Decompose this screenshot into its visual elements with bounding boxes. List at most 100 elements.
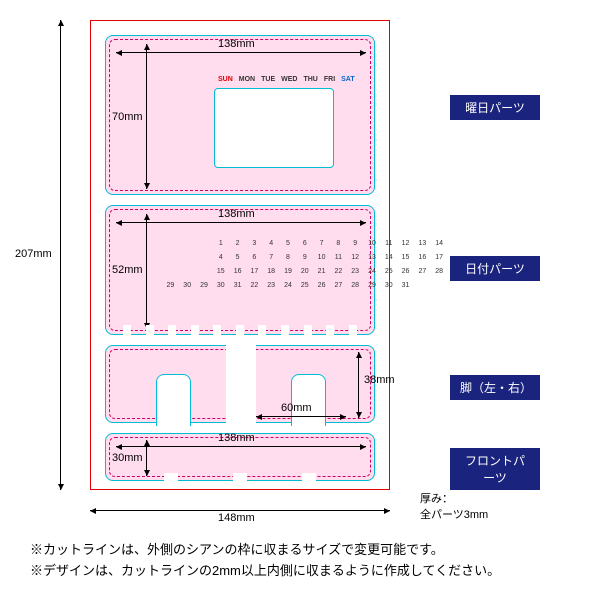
cal-cell: 19	[281, 266, 296, 278]
cal-cell: 4	[264, 238, 279, 250]
cal-cell: 29	[197, 280, 212, 292]
cal-cell: 12	[348, 252, 363, 264]
dim-line-weekday-w	[116, 52, 366, 53]
cal-cell: 6	[247, 252, 262, 264]
dim-line-date-h	[146, 214, 147, 329]
dim-height: 207mm	[15, 248, 52, 260]
cal-cell	[432, 280, 447, 292]
footnotes: ※カットラインは、外側のシアンの枠に収まるサイズで変更可能です。 ※デザインは、…	[30, 540, 500, 582]
day-label: THU	[303, 76, 317, 83]
day-label: SUN	[218, 76, 233, 83]
cal-cell: 13	[365, 252, 380, 264]
dim-legs-h: 38mm	[364, 374, 395, 386]
cal-cell: 20	[297, 266, 312, 278]
cal-cell: 11	[381, 238, 396, 250]
leg-divider	[226, 345, 256, 425]
cal-cell: 3	[247, 238, 262, 250]
cal-cell: 28	[348, 280, 363, 292]
cal-cell: 29	[365, 280, 380, 292]
cal-cell: 9	[348, 238, 363, 250]
cal-cell: 27	[331, 280, 346, 292]
cal-cell: 12	[398, 238, 413, 250]
cal-cell: 22	[247, 280, 262, 292]
dim-line-date-w	[116, 222, 366, 223]
label-front: フロントパーツ	[450, 448, 540, 490]
day-label: FRI	[324, 76, 335, 83]
cal-cell: 14	[432, 238, 447, 250]
cal-cell: 26	[314, 280, 329, 292]
calendar-grid: 1234567891011121314456789101112131415161…	[161, 236, 449, 294]
cal-cell: 10	[365, 238, 380, 250]
cal-cell: 30	[381, 280, 396, 292]
cal-cell: 2	[230, 238, 245, 250]
cal-cell: 29	[163, 280, 178, 292]
cal-cell: 15	[398, 252, 413, 264]
cal-cell: 1	[213, 238, 228, 250]
thickness-value: 全パーツ3mm	[420, 506, 488, 522]
cal-cell: 7	[314, 238, 329, 250]
cal-cell: 5	[230, 252, 245, 264]
dim-line-width	[90, 510, 390, 511]
dim-weekday-h: 70mm	[112, 111, 143, 123]
leg-notch-right	[291, 374, 326, 426]
thickness-note: 厚み： 全パーツ3mm	[420, 490, 488, 522]
dim-line-front-w	[116, 446, 366, 447]
cal-cell: 25	[381, 266, 396, 278]
dim-line-height	[60, 20, 61, 490]
day-label: MON	[239, 76, 255, 83]
front-notch-row	[136, 473, 344, 481]
cal-cell: 30	[213, 280, 228, 292]
weekday-window	[214, 88, 334, 168]
cal-cell: 31	[398, 280, 413, 292]
day-label: WED	[281, 76, 297, 83]
cal-cell	[415, 280, 430, 292]
dim-line-legs-w	[256, 416, 346, 417]
cal-cell	[180, 238, 195, 250]
cal-cell: 27	[415, 266, 430, 278]
cal-cell: 26	[398, 266, 413, 278]
label-weekday: 曜日パーツ	[450, 95, 540, 120]
cal-cell	[180, 252, 195, 264]
cal-cell	[197, 238, 212, 250]
label-date: 日付パーツ	[450, 256, 540, 281]
cal-cell: 11	[331, 252, 346, 264]
note-1: ※カットラインは、外側のシアンの枠に収まるサイズで変更可能です。	[30, 540, 500, 561]
cal-cell: 17	[247, 266, 262, 278]
dim-weekday-w: 138mm	[218, 38, 255, 50]
cal-cell: 25	[297, 280, 312, 292]
cal-cell: 31	[230, 280, 245, 292]
leg-notch-left	[156, 374, 191, 426]
dim-date-h: 52mm	[112, 264, 143, 276]
cal-cell	[180, 266, 195, 278]
part-front: 138mm 30mm	[105, 433, 375, 481]
dim-line-front-h	[146, 440, 147, 476]
cal-cell: 24	[281, 280, 296, 292]
cal-cell: 4	[213, 252, 228, 264]
cal-cell: 21	[314, 266, 329, 278]
part-legs: 38mm 60mm	[105, 345, 375, 423]
cal-cell: 15	[213, 266, 228, 278]
dim-front-w: 138mm	[218, 432, 255, 444]
dim-width: 148mm	[218, 512, 255, 524]
cal-cell: 23	[348, 266, 363, 278]
cal-cell	[197, 266, 212, 278]
cal-cell: 7	[264, 252, 279, 264]
day-label: SAT	[341, 76, 354, 83]
date-notch-row	[116, 325, 364, 335]
cal-cell: 6	[297, 238, 312, 250]
cal-cell: 24	[365, 266, 380, 278]
dim-line-weekday-h	[146, 44, 147, 189]
cal-cell: 14	[381, 252, 396, 264]
cal-cell: 8	[281, 252, 296, 264]
cal-cell: 9	[297, 252, 312, 264]
cal-cell: 5	[281, 238, 296, 250]
part-date: 138mm 52mm 12345678910111213144567891011…	[105, 205, 375, 335]
thickness-label: 厚み：	[420, 490, 488, 506]
cal-cell: 23	[264, 280, 279, 292]
cal-cell	[163, 252, 178, 264]
dim-legs-w: 60mm	[281, 402, 312, 414]
label-legs: 脚（左・右）	[450, 375, 540, 400]
dim-line-legs-h	[358, 352, 359, 418]
cal-cell: 17	[432, 252, 447, 264]
weekday-labels: SUNMONTUEWEDTHUFRISAT	[218, 76, 355, 83]
